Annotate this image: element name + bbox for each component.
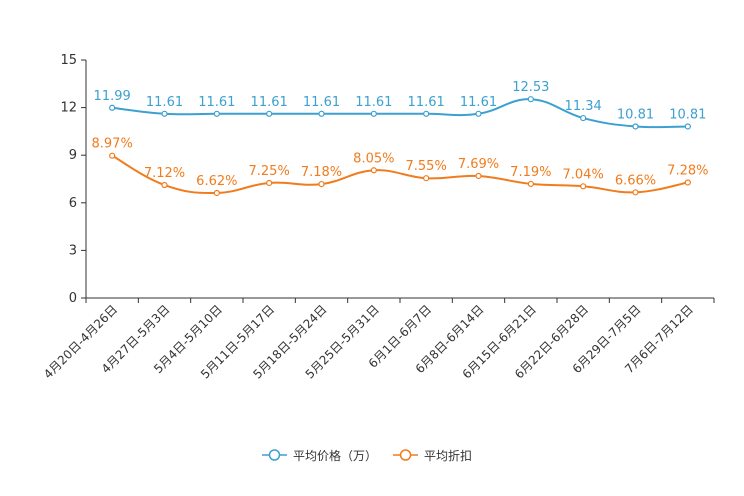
data-point[interactable] [475, 110, 482, 117]
data-label: 7.04% [563, 167, 604, 182]
series-line-2 [111, 154, 689, 195]
legend-item-2[interactable]: 平均折扣 [393, 448, 472, 463]
data-point[interactable] [580, 114, 587, 122]
data-label: 11.61 [460, 95, 497, 110]
data-label: 10.81 [617, 107, 654, 122]
data-point[interactable] [161, 110, 168, 117]
data-label: 7.18% [301, 165, 342, 180]
y-tick-label: 9 [69, 148, 77, 163]
data-point[interactable] [370, 167, 377, 174]
data-label: 12.53 [512, 80, 549, 95]
data-point[interactable] [266, 110, 273, 117]
data-labels: 11.99 11.61 11.61 11.61 11.61 11.61 11.61 11.61… [92, 80, 709, 189]
data-point[interactable] [213, 189, 220, 197]
y-tick-label: 15 [60, 53, 77, 68]
data-label: 8.05% [353, 151, 394, 166]
series-line-1 [112, 98, 688, 129]
data-label: 6.66% [615, 173, 656, 188]
data-label: 10.81 [669, 107, 706, 122]
y-tick-label: 12 [60, 101, 77, 116]
y-tick-label: 3 [69, 243, 77, 258]
data-point[interactable] [475, 172, 482, 180]
data-point[interactable] [370, 110, 377, 117]
data-label: 7.28% [667, 163, 708, 178]
data-label: 7.25% [249, 164, 290, 179]
data-point[interactable] [527, 180, 534, 188]
data-label: 11.61 [146, 95, 183, 110]
data-point[interactable] [423, 175, 430, 182]
data-label: 7.12% [144, 166, 185, 181]
data-label: 11.99 [94, 89, 131, 104]
data-point[interactable] [318, 110, 325, 117]
data-label: 11.61 [408, 95, 445, 110]
data-label: 11.61 [355, 95, 392, 110]
legend-marker-icon [268, 449, 281, 461]
data-label: 11.61 [251, 95, 288, 110]
data-point[interactable] [109, 152, 116, 159]
data-label: 7.19% [510, 165, 551, 180]
data-point[interactable] [318, 180, 325, 188]
series-lines [109, 96, 691, 197]
legend[interactable]: 平均价格（万） 平均折扣 [262, 448, 472, 463]
legend-label: 平均折扣 [424, 448, 472, 463]
data-point[interactable] [632, 189, 639, 196]
legend-item-1[interactable]: 平均价格（万） [262, 448, 377, 463]
legend-marker-icon [399, 449, 412, 461]
data-point[interactable] [266, 179, 273, 187]
y-tick-label: 6 [69, 196, 77, 211]
data-point[interactable] [213, 110, 220, 117]
data-label: 8.97% [92, 137, 133, 152]
data-label: 7.69% [458, 157, 499, 172]
data-point[interactable] [684, 123, 691, 130]
data-point[interactable] [161, 181, 168, 189]
data-label: 11.34 [565, 99, 602, 114]
data-point[interactable] [423, 110, 430, 117]
data-label: 6.62% [196, 174, 237, 189]
data-label: 7.55% [406, 159, 447, 174]
y-tick-label: 0 [69, 291, 77, 306]
legend-label: 平均价格（万） [293, 448, 377, 463]
data-point[interactable] [632, 123, 639, 130]
data-label: 11.61 [198, 95, 235, 110]
data-point[interactable] [580, 183, 587, 190]
data-point[interactable] [684, 179, 691, 186]
data-point[interactable] [527, 96, 534, 103]
data-label: 11.61 [303, 95, 340, 110]
data-point[interactable] [109, 104, 116, 111]
